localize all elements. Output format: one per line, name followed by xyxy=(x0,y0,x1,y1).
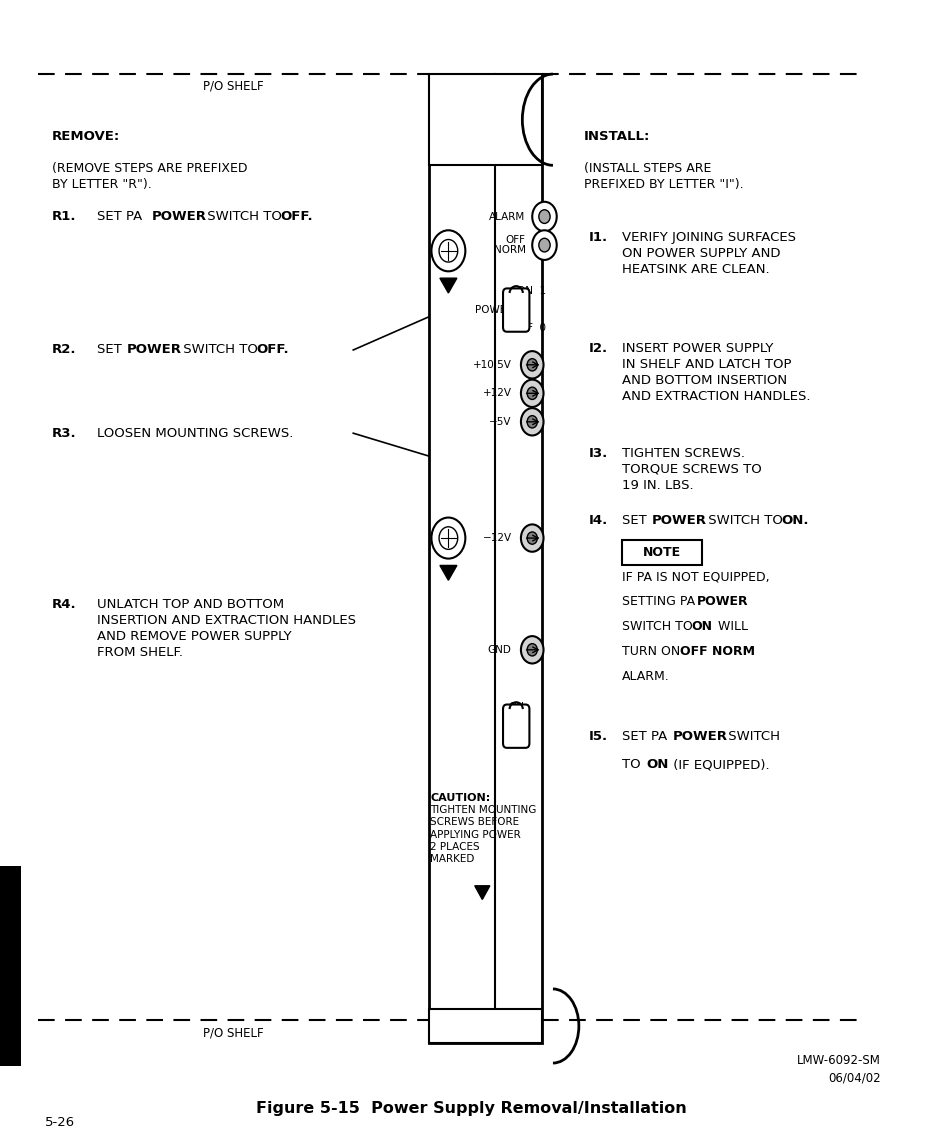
Circle shape xyxy=(528,359,537,371)
Text: OFF: OFF xyxy=(506,740,527,749)
Text: −5V: −5V xyxy=(489,417,512,426)
Text: POWER: POWER xyxy=(152,210,206,223)
Text: WILL: WILL xyxy=(714,620,748,633)
Circle shape xyxy=(431,518,465,559)
Text: PA: PA xyxy=(500,722,513,731)
Text: R1.: R1. xyxy=(52,210,76,223)
Circle shape xyxy=(521,524,544,552)
Text: I4.: I4. xyxy=(589,514,608,528)
Text: OFF.: OFF. xyxy=(281,210,314,223)
Text: OFF
NORM: OFF NORM xyxy=(494,235,526,255)
Text: POWER: POWER xyxy=(127,343,182,357)
Text: (IF EQUIPPED).: (IF EQUIPPED). xyxy=(669,758,770,771)
Text: ON: ON xyxy=(646,758,669,771)
Text: INSERT POWER SUPPLY
IN SHELF AND LATCH TOP
AND BOTTOM INSERTION
AND EXTRACTION H: INSERT POWER SUPPLY IN SHELF AND LATCH T… xyxy=(622,342,810,404)
Circle shape xyxy=(528,644,537,655)
Text: LMW-6092-SM
06/04/02: LMW-6092-SM 06/04/02 xyxy=(797,1054,881,1084)
Text: Figure 5‑15  Power Supply Removal/Installation: Figure 5‑15 Power Supply Removal/Install… xyxy=(255,1100,687,1116)
Text: OFF NORM: OFF NORM xyxy=(680,645,755,658)
Text: I5.: I5. xyxy=(589,730,608,742)
Text: I1.: I1. xyxy=(589,231,608,244)
FancyBboxPatch shape xyxy=(503,705,529,748)
Text: ON: ON xyxy=(509,702,524,711)
Text: 5-26: 5-26 xyxy=(45,1116,75,1129)
Text: IF PA IS NOT EQUIPPED,: IF PA IS NOT EQUIPPED, xyxy=(622,570,770,583)
Text: I2.: I2. xyxy=(589,342,608,355)
Text: TIGHTEN SCREWS.
TORQUE SCREWS TO
19 IN. LBS.: TIGHTEN SCREWS. TORQUE SCREWS TO 19 IN. … xyxy=(622,447,761,491)
Text: SET PA: SET PA xyxy=(97,210,147,223)
Circle shape xyxy=(521,636,544,663)
FancyBboxPatch shape xyxy=(503,288,529,332)
Bar xyxy=(622,540,702,565)
Bar xyxy=(429,74,542,165)
Text: POWER: POWER xyxy=(697,595,749,608)
Text: SWITCH TO: SWITCH TO xyxy=(622,620,696,633)
Polygon shape xyxy=(475,886,490,899)
Text: POWER: POWER xyxy=(673,730,727,742)
Bar xyxy=(429,1009,542,1043)
Text: CAUTION:: CAUTION: xyxy=(430,792,491,803)
Text: SET: SET xyxy=(622,514,651,528)
Text: TO: TO xyxy=(622,758,644,771)
Text: SWITCH TO: SWITCH TO xyxy=(704,514,787,528)
Text: ON  1: ON 1 xyxy=(517,286,546,295)
Circle shape xyxy=(528,416,537,428)
Text: R4.: R4. xyxy=(52,598,76,611)
Text: SWITCH TO: SWITCH TO xyxy=(203,210,286,223)
Circle shape xyxy=(521,380,544,407)
Text: INSTALL:: INSTALL: xyxy=(584,130,650,144)
Text: NOTE: NOTE xyxy=(642,546,681,560)
Circle shape xyxy=(521,408,544,435)
Text: ON: ON xyxy=(691,620,712,633)
Text: +10.5V: +10.5V xyxy=(473,360,512,369)
Text: OFF  0: OFF 0 xyxy=(513,324,546,333)
Text: P/O SHELF: P/O SHELF xyxy=(203,1026,264,1039)
Text: SWITCH TO: SWITCH TO xyxy=(179,343,262,357)
Text: TURN ON: TURN ON xyxy=(622,645,684,658)
Text: R3.: R3. xyxy=(52,426,76,440)
Text: UNLATCH TOP AND BOTTOM
INSERTION AND EXTRACTION HANDLES
AND REMOVE POWER SUPPLY
: UNLATCH TOP AND BOTTOM INSERTION AND EXT… xyxy=(97,598,356,660)
Text: −12V: −12V xyxy=(482,534,512,543)
Circle shape xyxy=(431,230,465,271)
Circle shape xyxy=(539,210,550,223)
Text: ALARM.: ALARM. xyxy=(622,670,670,683)
Text: R2.: R2. xyxy=(52,343,76,357)
Circle shape xyxy=(532,202,557,231)
Text: ON.: ON. xyxy=(781,514,808,528)
Text: OFF.: OFF. xyxy=(256,343,289,357)
Polygon shape xyxy=(440,278,457,293)
Text: I3.: I3. xyxy=(589,447,608,459)
Text: TIGHTEN MOUNTING
SCREWS BEFORE
APPLYING POWER
2 PLACES
MARKED: TIGHTEN MOUNTING SCREWS BEFORE APPLYING … xyxy=(430,805,537,864)
Text: LOOSEN MOUNTING SCREWS.: LOOSEN MOUNTING SCREWS. xyxy=(97,426,293,440)
Text: SET PA: SET PA xyxy=(622,730,672,742)
Bar xyxy=(0,866,21,1066)
Text: VERIFY JOINING SURFACES
ON POWER SUPPLY AND
HEATSINK ARE CLEAN.: VERIFY JOINING SURFACES ON POWER SUPPLY … xyxy=(622,231,796,276)
Text: POWER: POWER xyxy=(652,514,706,528)
Circle shape xyxy=(439,527,458,549)
Text: (REMOVE STEPS ARE PREFIXED
BY LETTER "R").: (REMOVE STEPS ARE PREFIXED BY LETTER "R"… xyxy=(52,162,248,190)
Circle shape xyxy=(521,351,544,378)
Text: SET: SET xyxy=(97,343,126,357)
Text: P/O SHELF: P/O SHELF xyxy=(203,80,264,92)
Text: REMOVE:: REMOVE: xyxy=(52,130,120,144)
Circle shape xyxy=(528,532,537,544)
Text: ALARM: ALARM xyxy=(490,212,526,221)
Circle shape xyxy=(528,388,537,399)
Circle shape xyxy=(439,239,458,262)
Text: GND: GND xyxy=(488,645,512,654)
Circle shape xyxy=(532,230,557,260)
Bar xyxy=(429,74,542,1043)
Text: +12V: +12V xyxy=(482,389,512,398)
Text: SWITCH: SWITCH xyxy=(724,730,780,742)
Polygon shape xyxy=(440,565,457,580)
Text: POWER: POWER xyxy=(475,306,513,315)
Text: SETTING PA: SETTING PA xyxy=(622,595,699,608)
Circle shape xyxy=(539,238,550,252)
Text: (INSTALL STEPS ARE
PREFIXED BY LETTER "I").: (INSTALL STEPS ARE PREFIXED BY LETTER "I… xyxy=(584,162,743,190)
